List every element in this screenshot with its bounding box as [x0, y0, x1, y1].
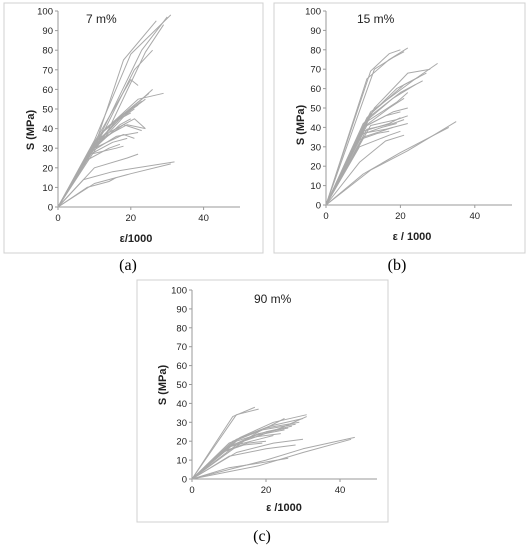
y-tick-label: 30 — [42, 144, 53, 155]
series-line — [57, 177, 117, 208]
series-line — [325, 130, 390, 206]
x-tick-label: 20 — [126, 213, 137, 224]
series-line — [325, 47, 409, 206]
y-tick-label: 10 — [310, 181, 321, 192]
series-line — [57, 118, 146, 208]
y-tick-label: 70 — [42, 65, 53, 76]
y-tick-label: 60 — [176, 361, 187, 372]
y-tick-label: 20 — [42, 163, 53, 174]
x-tick-label: 40 — [335, 485, 346, 496]
x-tick-label: 20 — [395, 211, 406, 222]
series-line — [325, 123, 408, 206]
y-tick-label: 60 — [42, 85, 53, 96]
y-tick-label: 30 — [310, 142, 321, 153]
series-line — [57, 143, 121, 208]
y-tick-label: 70 — [176, 342, 187, 353]
y-tick-label: 60 — [310, 84, 321, 95]
chart-frame — [136, 279, 389, 523]
chart-c: 0 10 20 30 40 50 60 70 80 90 100 0 20 40 ε /1000 S (MPa… — [136, 279, 389, 523]
y-tick-label: 90 — [176, 304, 187, 315]
x-axis-title: ε /1000 — [266, 502, 302, 514]
x-tick-label: 40 — [198, 213, 209, 224]
y-tick-label: 0 — [48, 203, 53, 214]
series-line — [191, 436, 355, 480]
y-tick-label: 50 — [310, 104, 321, 115]
y-tick-label: 100 — [305, 7, 321, 18]
y-tick-label: 100 — [37, 7, 53, 18]
series-line — [191, 406, 256, 480]
y-tick-label: 30 — [176, 418, 187, 429]
series-line — [57, 24, 165, 208]
series-line — [325, 126, 450, 206]
panel-caption: (c) — [253, 528, 271, 545]
y-tick-label: 20 — [176, 437, 187, 448]
series-line — [191, 444, 296, 480]
x-axis-title: ε / 1000 — [393, 231, 432, 243]
panel-caption: (a) — [119, 257, 137, 274]
y-tick-label: 50 — [176, 380, 187, 391]
x-tick-label: 0 — [189, 485, 194, 496]
y-axis-title: S (MPa) — [295, 104, 307, 145]
y-tick-label: 70 — [310, 65, 321, 76]
chart-frame — [273, 2, 526, 254]
series-line — [191, 408, 259, 480]
series-line — [191, 416, 307, 480]
series-line — [191, 457, 289, 480]
chart-b: 0 10 20 30 40 50 60 70 80 90 100 0 20 40 ε / 1000 S (MP… — [273, 2, 526, 254]
y-tick-label: 0 — [182, 475, 187, 486]
y-tick-label: 40 — [176, 399, 187, 410]
series-line — [57, 124, 142, 208]
series-line — [325, 134, 405, 206]
x-tick-label: 20 — [261, 485, 272, 496]
x-tick-label: 40 — [470, 211, 481, 222]
chart-a: 0 10 20 30 40 50 60 70 80 90 100 0 20 40 ε/1000 S (MPa)… — [3, 2, 264, 254]
series-line — [325, 49, 401, 206]
y-axis-title: S (MPa) — [157, 364, 169, 405]
y-tick-label: 90 — [310, 26, 321, 37]
panel-caption: (b) — [388, 257, 407, 274]
y-tick-label: 80 — [42, 46, 53, 57]
series-line — [325, 130, 401, 206]
series-line — [191, 418, 285, 480]
x-tick-label: 0 — [55, 213, 60, 224]
series-line — [191, 423, 296, 480]
y-tick-label: 80 — [310, 45, 321, 56]
y-tick-label: 80 — [176, 323, 187, 334]
x-tick-label: 0 — [323, 211, 328, 222]
x-axis-title: ε/1000 — [120, 233, 153, 245]
series-line — [325, 51, 405, 206]
y-tick-label: 40 — [310, 123, 321, 134]
y-tick-label: 10 — [176, 456, 187, 467]
y-tick-label: 40 — [42, 124, 53, 135]
y-tick-label: 90 — [42, 26, 53, 37]
concentration-annotation: 15 m% — [357, 12, 395, 26]
y-axis-title: S (MPa) — [25, 109, 37, 150]
concentration-annotation: 7 m% — [86, 12, 117, 26]
y-tick-label: 20 — [310, 162, 321, 173]
series-line — [57, 161, 175, 208]
y-tick-label: 100 — [171, 286, 187, 297]
concentration-annotation: 90 m% — [254, 292, 292, 306]
y-tick-label: 10 — [42, 183, 53, 194]
y-tick-label: 0 — [316, 201, 321, 212]
y-tick-label: 50 — [42, 105, 53, 116]
